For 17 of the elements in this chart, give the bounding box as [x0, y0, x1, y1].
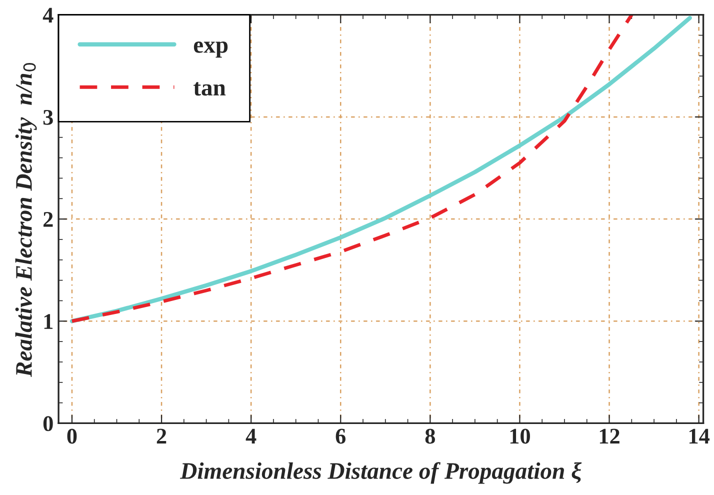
- x-tick-label: 12: [600, 428, 620, 444]
- x-tick-label: 4: [246, 428, 256, 444]
- x-tick-label: 2: [156, 428, 166, 444]
- y-axis-title: Realative Electron Density n/n$_{0}$: [15, 63, 37, 378]
- x-axis-title: Dimensionless Distance of Propagation ξ: [180, 462, 582, 484]
- x-tick-label: 14: [689, 428, 710, 444]
- y-tick-label: 4: [42, 8, 54, 23]
- x-tick-label: 6: [336, 428, 346, 444]
- x-tick-label: 0: [67, 428, 77, 444]
- x-tick-label: 8: [425, 428, 435, 444]
- y-tick-label: 2: [44, 212, 53, 227]
- legend-label: tan: [194, 82, 226, 96]
- legend-label: exp: [194, 42, 228, 58]
- y-tick-label: 3: [43, 110, 53, 125]
- x-tick-label: 10: [510, 428, 530, 444]
- y-tick-label: 1: [44, 314, 53, 329]
- y-tick-label: 0: [43, 416, 53, 432]
